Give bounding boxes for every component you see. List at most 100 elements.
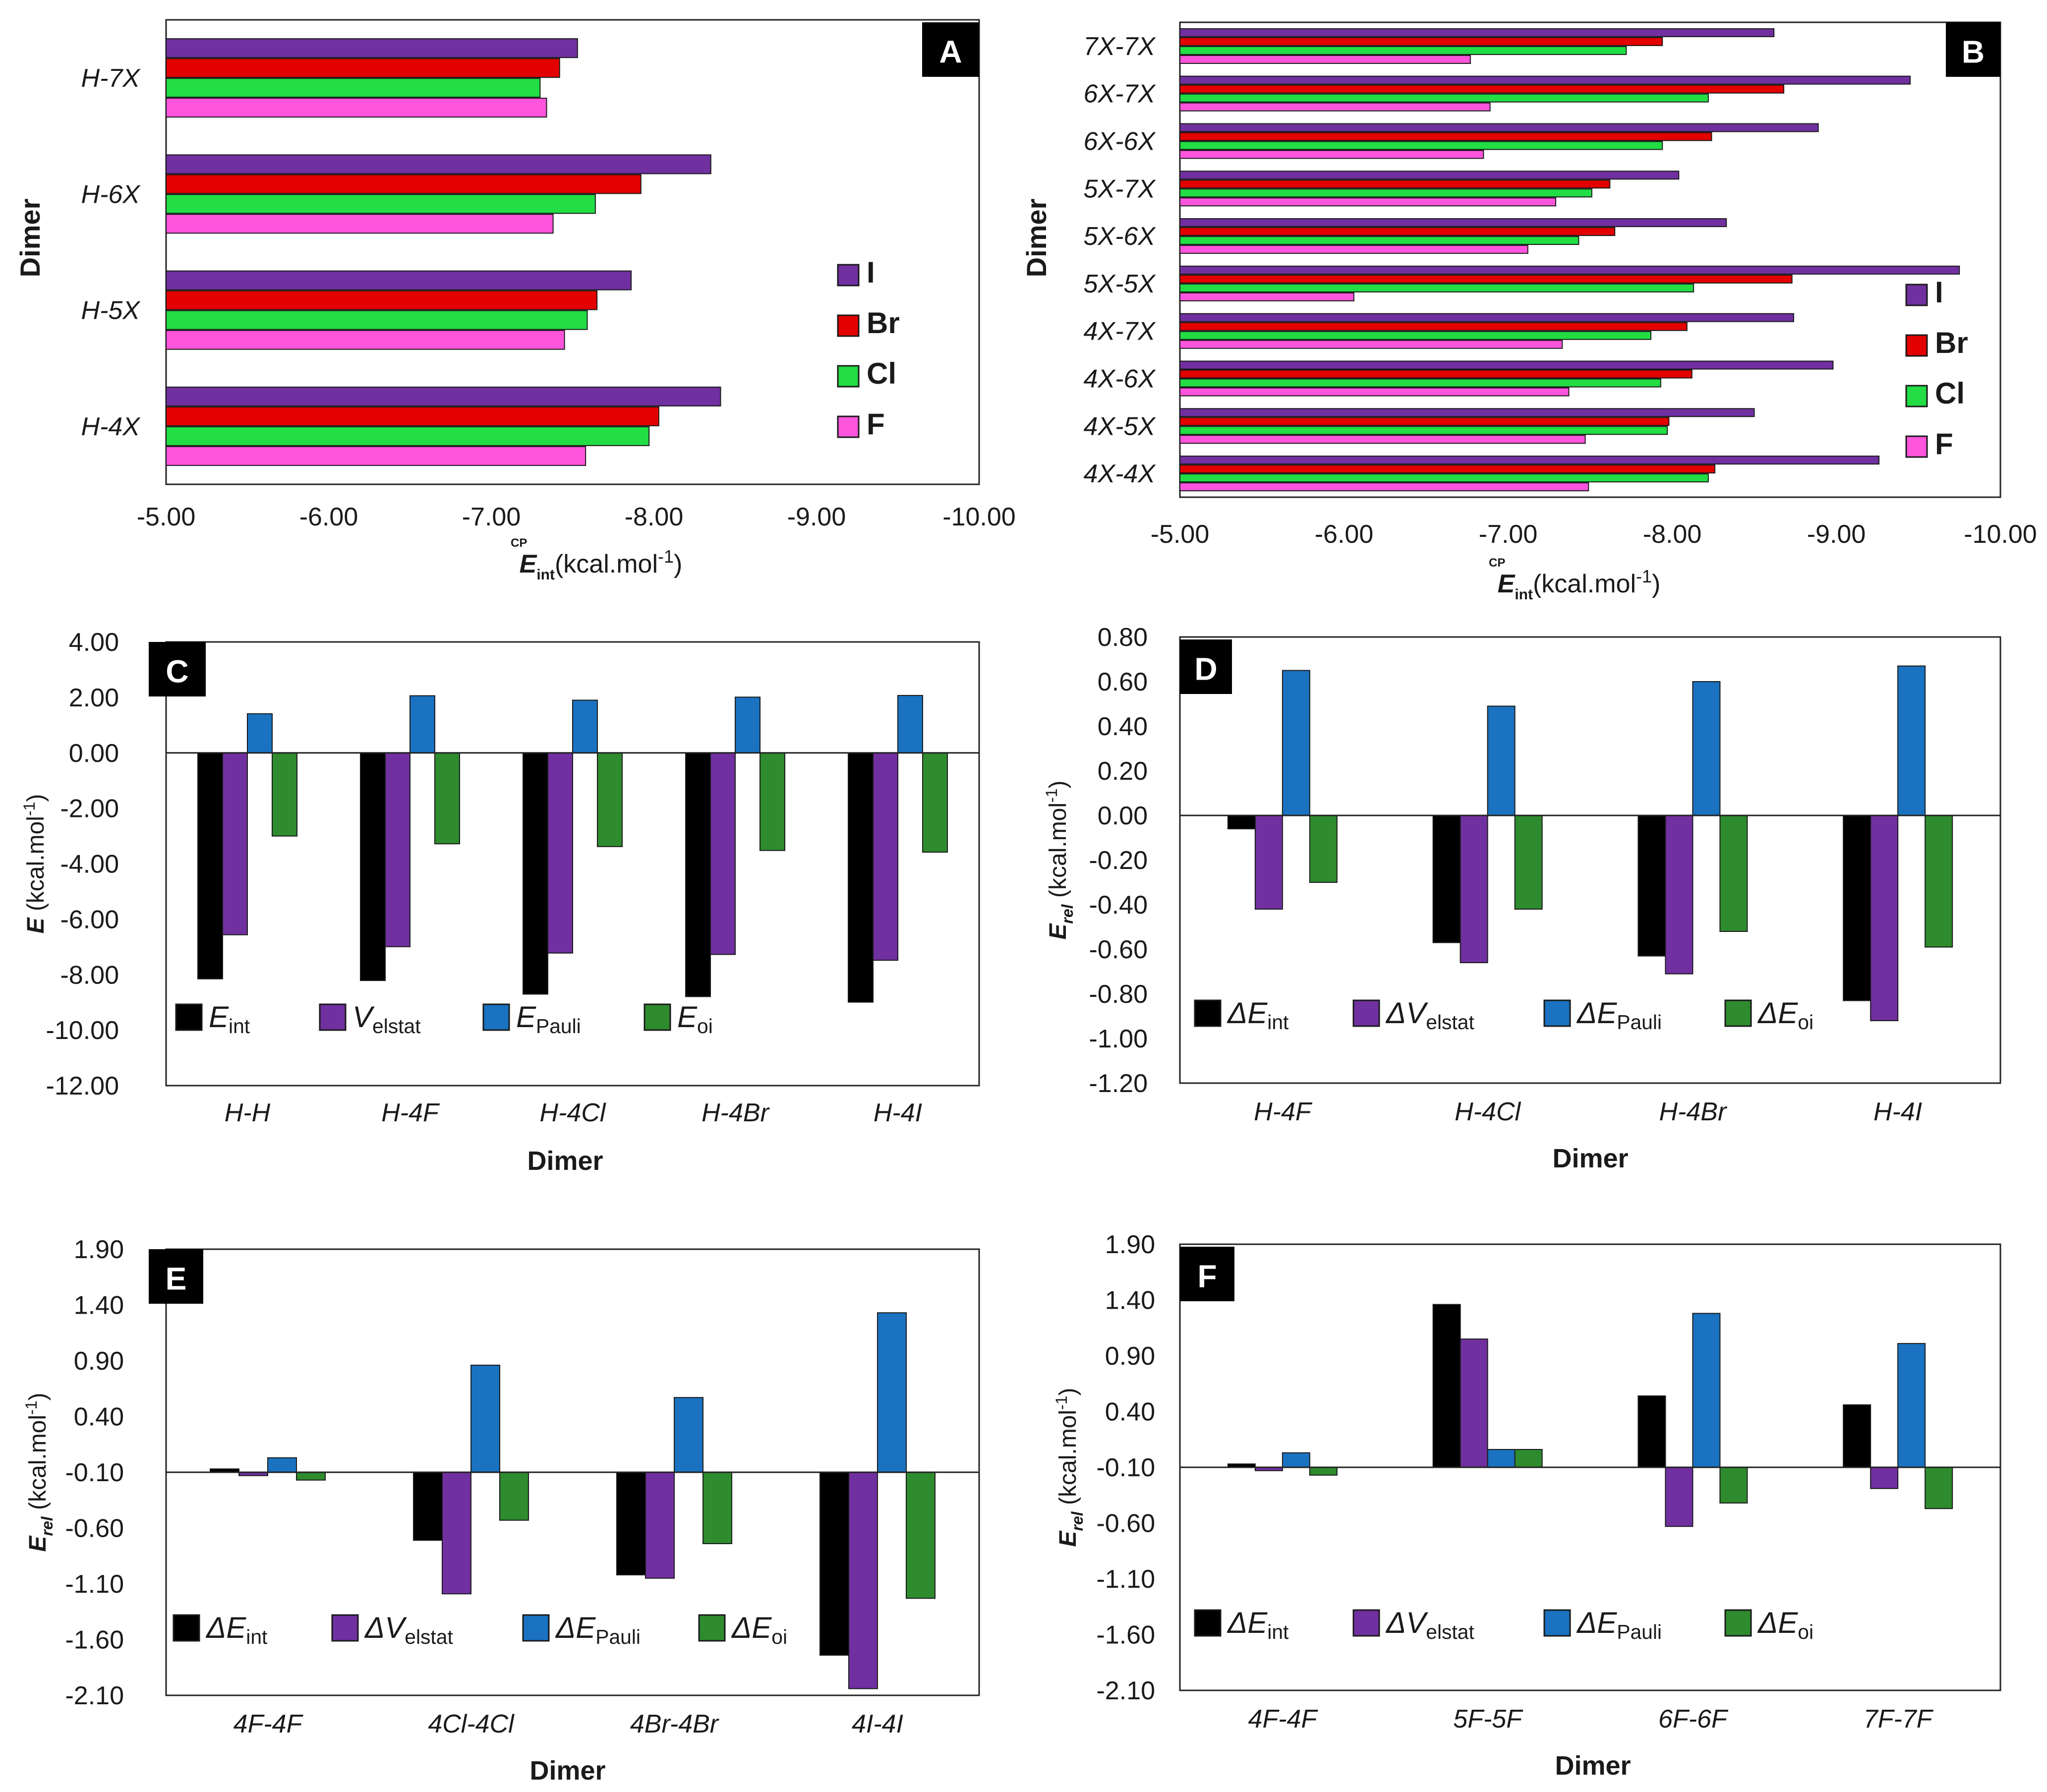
x-axis-title-unit: (kcal.mol [555, 550, 658, 578]
legend-label-Eoi-main: ΔE [1757, 1606, 1798, 1639]
y-tick-label: -0.60 [1089, 935, 1148, 964]
legend-label-F: F [1935, 427, 1953, 461]
x-tick-label: -5.00 [137, 503, 196, 531]
x-tick-label: -10.00 [1964, 520, 2037, 549]
y-axis-title: Dimer [14, 199, 46, 278]
bar-Br-5X-5X [1179, 274, 1793, 284]
bar-Br-H-6X [166, 174, 642, 194]
category-label: H-4F [1254, 1098, 1313, 1126]
legend-swatch-EPauli [1543, 999, 1571, 1027]
x-axis-title-sup: CP [1489, 556, 1505, 570]
x-axis-title-close: ) [674, 550, 682, 578]
y-tick-label: -1.10 [1096, 1565, 1155, 1594]
bar-Br-6X-6X [1179, 132, 1712, 141]
x-tick-label: -8.00 [1643, 520, 1702, 549]
legend-label-EPauli-sub: Pauli [536, 1015, 581, 1038]
bar-Eint-4Cl-4Cl [413, 1472, 443, 1541]
bar-Cl-4X-5X [1179, 426, 1668, 435]
y-tick-label: 0.00 [1098, 802, 1148, 830]
y-axis-title: Erel (kcal.mol-1) [22, 1393, 56, 1552]
bar-EPauli-4I-4I [877, 1312, 907, 1473]
panel-D: H-4F H-4Cl H-4Br H-4I -1.20 -1.00 -0.80 -0.60 -0… [1043, 623, 2001, 1173]
category-label: 5X-6X [1083, 222, 1156, 251]
bar-Eint-H-4I [1843, 815, 1872, 1001]
y-axis-title-main: E [25, 1535, 51, 1552]
bar-I-4X-6X [1179, 360, 1834, 370]
category-label: 4F-4F [234, 1710, 304, 1738]
y-axis-title: Erel (kcal.mol-1) [1043, 781, 1076, 940]
bar-Br-4X-4X [1179, 464, 1716, 474]
bar-Eoi-H-4Br [1719, 815, 1748, 932]
bar-Cl-4X-6X [1179, 378, 1661, 388]
y-axis-title-sub: rel [1058, 904, 1076, 924]
y-tick-label: 0.20 [1098, 757, 1148, 786]
category-label: 5X-5X [1083, 270, 1156, 298]
bar-F-4X-4X [1179, 482, 1589, 492]
y-tick-label: -0.40 [1089, 891, 1148, 920]
bar-Cl-7X-7X [1179, 46, 1627, 55]
legend-label-Eoi: ΔEoi [731, 1611, 787, 1648]
legend-label-EPauli-sub: Pauli [595, 1625, 641, 1648]
bar-I-5X-5X [1179, 265, 1960, 275]
panel-F: 4F-4F 5F-5F 6F-6F 7F-7F -2.10 -1.60 -1.10 -0.60… [1053, 1230, 2001, 1781]
bar-I-5X-7X [1179, 171, 1680, 180]
bar-Cl-5X-6X [1179, 236, 1579, 245]
panel-A-badge [922, 22, 979, 77]
legend-label-EPauli: ΔEPauli [1576, 1606, 1662, 1643]
y-tick-label: -1.60 [65, 1626, 124, 1655]
y-tick-label: -0.60 [65, 1514, 124, 1543]
legend-swatch-Eint [1194, 999, 1222, 1027]
x-axis-title: Eint(kcal.mol-1) [1498, 566, 1661, 603]
x-tick-label: -6.00 [1315, 520, 1374, 549]
legend-label-Velstat-sub: elstat [1426, 1620, 1474, 1643]
bar-Velstat-6F-6F [1665, 1467, 1694, 1527]
y-axis-title-main: E [1055, 1530, 1081, 1547]
y-axis-title-main: E [1045, 923, 1071, 939]
bar-Eint-4I-4I [819, 1472, 849, 1656]
panel-E-panel-label: E [166, 1261, 187, 1296]
legend-label-Eoi-main: ΔE [731, 1611, 772, 1644]
legend-swatch-Velstat [319, 1003, 347, 1031]
bar-Velstat-H-H [222, 752, 248, 935]
y-tick-label: 0.80 [1098, 623, 1148, 652]
bar-Cl-4X-4X [1179, 473, 1709, 483]
x-tick-label: -7.00 [1479, 520, 1538, 549]
bar-Eint-H-4Br [1638, 815, 1666, 957]
bar-Eint-H-4F [360, 752, 386, 981]
bar-EPauli-H-4Br [1692, 681, 1721, 816]
bar-Eint-H-4I [848, 752, 874, 1003]
y-axis-title: E (kcal.mol-1) [20, 794, 49, 934]
legend-swatch-Cl [1905, 385, 1928, 407]
y-tick-label: 1.40 [74, 1291, 124, 1320]
category-label: H-H [225, 1098, 271, 1127]
bar-Br-4X-5X [1179, 417, 1670, 426]
category-label: H-4Br [1659, 1098, 1727, 1126]
legend-label-Eoi: ΔEoi [1757, 1606, 1813, 1643]
bar-Eoi-4I-4I [906, 1472, 936, 1599]
bar-Eoi-H-4I [1925, 815, 1953, 948]
y-tick-label: -1.60 [1096, 1621, 1155, 1650]
category-label: H-7X [81, 64, 141, 93]
y-axis-title-close: ) [25, 1393, 51, 1401]
bar-Br-H-7X [166, 58, 560, 78]
bar-I-H-4X [166, 386, 721, 406]
panel-B-panel-label: B [1962, 34, 1985, 69]
x-tick-label: -5.00 [1151, 520, 1210, 549]
bar-Eint-H-4Br [685, 752, 711, 997]
y-tick-label: -0.10 [1096, 1453, 1155, 1482]
y-axis-title-sub: rel [1068, 1511, 1086, 1531]
bar-F-6X-7X [1179, 102, 1491, 112]
y-axis-title-close: ) [1055, 1388, 1081, 1396]
bar-Eoi-4F-4F [296, 1472, 326, 1481]
bar-Eint-H-4Cl [1432, 815, 1461, 943]
x-axis-title-unit: (kcal.mol [1533, 570, 1636, 598]
legend-label-EPauli-main: E [516, 1000, 536, 1034]
bar-Eint-H-4F [1227, 815, 1256, 829]
bar-Cl-6X-7X [1179, 93, 1709, 103]
bar-EPauli-4F-4F [267, 1457, 297, 1473]
bar-Velstat-7F-7F [1870, 1467, 1899, 1489]
category-label: H-4Cl [1455, 1098, 1521, 1126]
bar-EPauli-H-4I [897, 694, 923, 753]
x-axis-title-close: ) [1652, 570, 1660, 598]
y-axis-title: Erel (kcal.mol-1) [1053, 1388, 1086, 1547]
